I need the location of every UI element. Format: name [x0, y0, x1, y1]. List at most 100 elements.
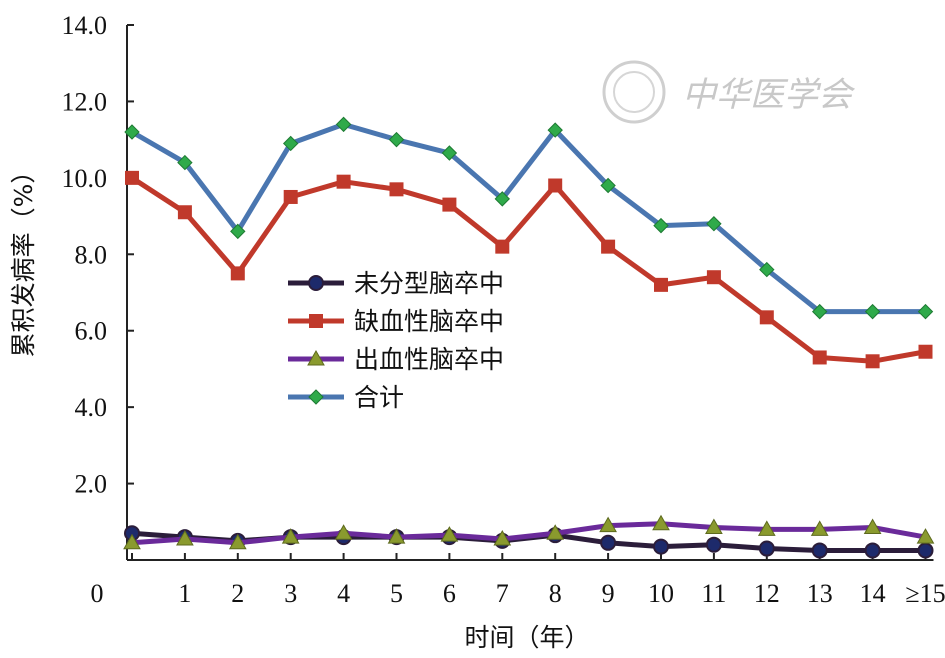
data-point [442, 197, 457, 212]
data-point [599, 516, 617, 533]
data-point [864, 542, 881, 559]
y-tick-label: 14.0 [62, 11, 108, 40]
data-point [335, 116, 352, 133]
data-point [601, 239, 616, 254]
data-point [495, 239, 510, 254]
legend-marker [307, 349, 325, 366]
x-axis-title: 时间（年） [464, 623, 589, 652]
x-tick-label: 1 [178, 579, 191, 608]
data-point [548, 178, 563, 193]
legend-item: 未分型脑卒中 [288, 269, 504, 298]
x-tick-label: 7 [496, 579, 509, 608]
data-point [811, 303, 828, 320]
x-tick-label: ≥15 [905, 579, 945, 608]
legend-item: 合计 [288, 383, 404, 412]
series-4 [124, 116, 934, 320]
data-point [759, 261, 775, 278]
data-point [494, 191, 511, 207]
data-point [706, 270, 721, 285]
y-tick-label: 12.0 [62, 87, 108, 116]
data-point [334, 524, 353, 540]
data-point [812, 350, 827, 365]
x-tick-label: 2 [231, 579, 244, 608]
series-3 [123, 514, 935, 550]
y-tick-label: 8.0 [75, 240, 108, 269]
data-point [230, 223, 246, 240]
series-line [130, 175, 926, 364]
data-point [811, 542, 828, 559]
watermark-seal-inner-icon [613, 71, 655, 113]
data-point [176, 529, 194, 546]
x-tick-label: 12 [754, 579, 780, 608]
data-point [177, 205, 192, 220]
data-point [863, 518, 882, 535]
data-point [918, 344, 933, 359]
y-tick-label: 6.0 [75, 317, 108, 346]
watermark-logo: 中华医学会 [602, 60, 856, 124]
data-point [706, 216, 722, 232]
y-axis-title: 累积发病率（%） [9, 159, 38, 358]
data-point [917, 542, 934, 559]
data-point [546, 524, 565, 540]
legend-label: 缺血性脑卒中 [354, 307, 504, 336]
x-tick-label: 14 [860, 579, 886, 608]
data-point [810, 520, 829, 536]
series-2 [125, 170, 933, 369]
data-point [281, 528, 300, 544]
data-point [758, 540, 775, 557]
data-point [441, 145, 458, 161]
y-tick-label: 4.0 [75, 393, 108, 422]
x-tick-label: 3 [284, 579, 297, 608]
data-point [916, 528, 935, 544]
data-point [228, 533, 247, 550]
x-tick-label: 13 [807, 579, 833, 608]
legend-marker [309, 314, 323, 328]
y-tick-label: 10.0 [62, 164, 108, 193]
data-point [759, 310, 774, 325]
data-point [123, 533, 141, 550]
watermark-seal-icon [602, 60, 666, 124]
data-point [864, 303, 881, 320]
data-point [125, 170, 139, 185]
y-tick-labels: 2.0 4.0 6.0 8.0 10.0 12.0 14.0 [62, 11, 134, 499]
axes [126, 25, 934, 561]
data-point [230, 266, 245, 281]
series-line [130, 121, 926, 315]
legend-marker [308, 275, 324, 291]
data-point [865, 354, 880, 369]
watermark-text: 中华医学会 [682, 75, 856, 115]
data-point [705, 536, 722, 553]
x-tick-label: 5 [390, 579, 403, 608]
legend-item: 出血性脑卒中 [288, 345, 504, 374]
series-line [131, 521, 926, 546]
x-tick-label: 8 [549, 579, 562, 608]
data-point [600, 534, 617, 551]
data-point [336, 174, 351, 189]
data-point [653, 538, 669, 555]
data-point [387, 528, 406, 544]
series-group [123, 116, 935, 559]
data-point [389, 182, 404, 197]
x-tick-label: 4 [337, 579, 350, 608]
data-point [282, 135, 299, 152]
data-point [653, 217, 669, 234]
data-point [705, 518, 723, 535]
data-point [547, 122, 563, 138]
legend-label: 合计 [354, 383, 404, 412]
data-point [654, 277, 668, 292]
x-tick-label: 6 [443, 579, 456, 608]
x-tick-label: 9 [602, 579, 615, 608]
data-point [652, 514, 670, 531]
x-tick-labels: 1 2 3 4 5 6 7 8 9 10 11 12 13 14 ≥15 [131, 553, 945, 608]
y-tick-label: 2.0 [75, 470, 108, 499]
data-point [917, 303, 934, 320]
data-point [177, 154, 193, 171]
data-point [440, 526, 459, 542]
data-point [600, 177, 616, 194]
data-point [493, 529, 512, 546]
origin-label: 0 [91, 579, 104, 608]
legend-item: 缺血性脑卒中 [288, 307, 504, 336]
x-tick-label: 10 [648, 579, 674, 608]
